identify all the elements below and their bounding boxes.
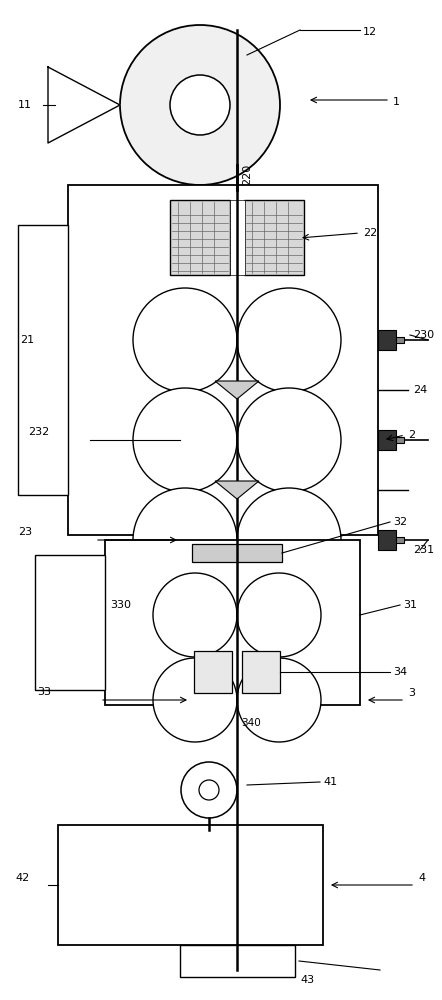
Circle shape xyxy=(237,488,341,592)
Bar xyxy=(230,200,245,275)
Text: 21: 21 xyxy=(20,335,34,345)
Text: 340: 340 xyxy=(241,718,261,728)
Bar xyxy=(378,530,396,550)
Text: 2: 2 xyxy=(408,430,415,440)
Polygon shape xyxy=(215,481,259,499)
Text: 330: 330 xyxy=(110,600,131,610)
Text: 1: 1 xyxy=(393,97,400,107)
Circle shape xyxy=(133,388,237,492)
Bar xyxy=(378,330,396,350)
Polygon shape xyxy=(215,381,259,399)
Circle shape xyxy=(199,780,219,800)
Circle shape xyxy=(237,388,341,492)
Circle shape xyxy=(133,288,237,392)
Text: 24: 24 xyxy=(413,385,427,395)
Text: 12: 12 xyxy=(363,27,377,37)
Bar xyxy=(35,555,105,690)
Bar xyxy=(68,185,378,535)
Bar xyxy=(58,825,323,945)
Bar xyxy=(194,651,232,693)
Polygon shape xyxy=(48,67,120,143)
Text: 34: 34 xyxy=(393,667,407,677)
Circle shape xyxy=(153,658,237,742)
Bar xyxy=(244,200,304,275)
Circle shape xyxy=(133,488,237,592)
Text: 231: 231 xyxy=(413,545,434,555)
Text: 33: 33 xyxy=(37,687,51,697)
Bar xyxy=(180,945,295,977)
Bar xyxy=(396,337,404,343)
Text: 11: 11 xyxy=(18,100,32,110)
Text: 3: 3 xyxy=(408,688,415,698)
Text: 232: 232 xyxy=(28,427,49,437)
Bar xyxy=(378,430,396,450)
Bar xyxy=(396,537,404,543)
Circle shape xyxy=(237,288,341,392)
Text: 42: 42 xyxy=(15,873,29,883)
Text: 22: 22 xyxy=(363,228,377,238)
Text: 41: 41 xyxy=(323,777,337,787)
Circle shape xyxy=(237,658,321,742)
Text: 220: 220 xyxy=(242,164,252,185)
Bar xyxy=(192,544,282,562)
Bar xyxy=(179,828,239,846)
Bar xyxy=(170,200,230,275)
Circle shape xyxy=(120,25,280,185)
Circle shape xyxy=(181,762,237,818)
Bar xyxy=(105,540,360,705)
Bar xyxy=(396,437,404,443)
Bar xyxy=(242,651,280,693)
Circle shape xyxy=(153,573,237,657)
Circle shape xyxy=(237,573,321,657)
Bar xyxy=(18,225,68,495)
Text: 32: 32 xyxy=(393,517,407,527)
Text: 23: 23 xyxy=(18,527,32,537)
Circle shape xyxy=(170,75,230,135)
Text: 31: 31 xyxy=(403,600,417,610)
Text: 230: 230 xyxy=(413,330,434,340)
Text: 43: 43 xyxy=(300,975,314,985)
Text: 4: 4 xyxy=(418,873,425,883)
